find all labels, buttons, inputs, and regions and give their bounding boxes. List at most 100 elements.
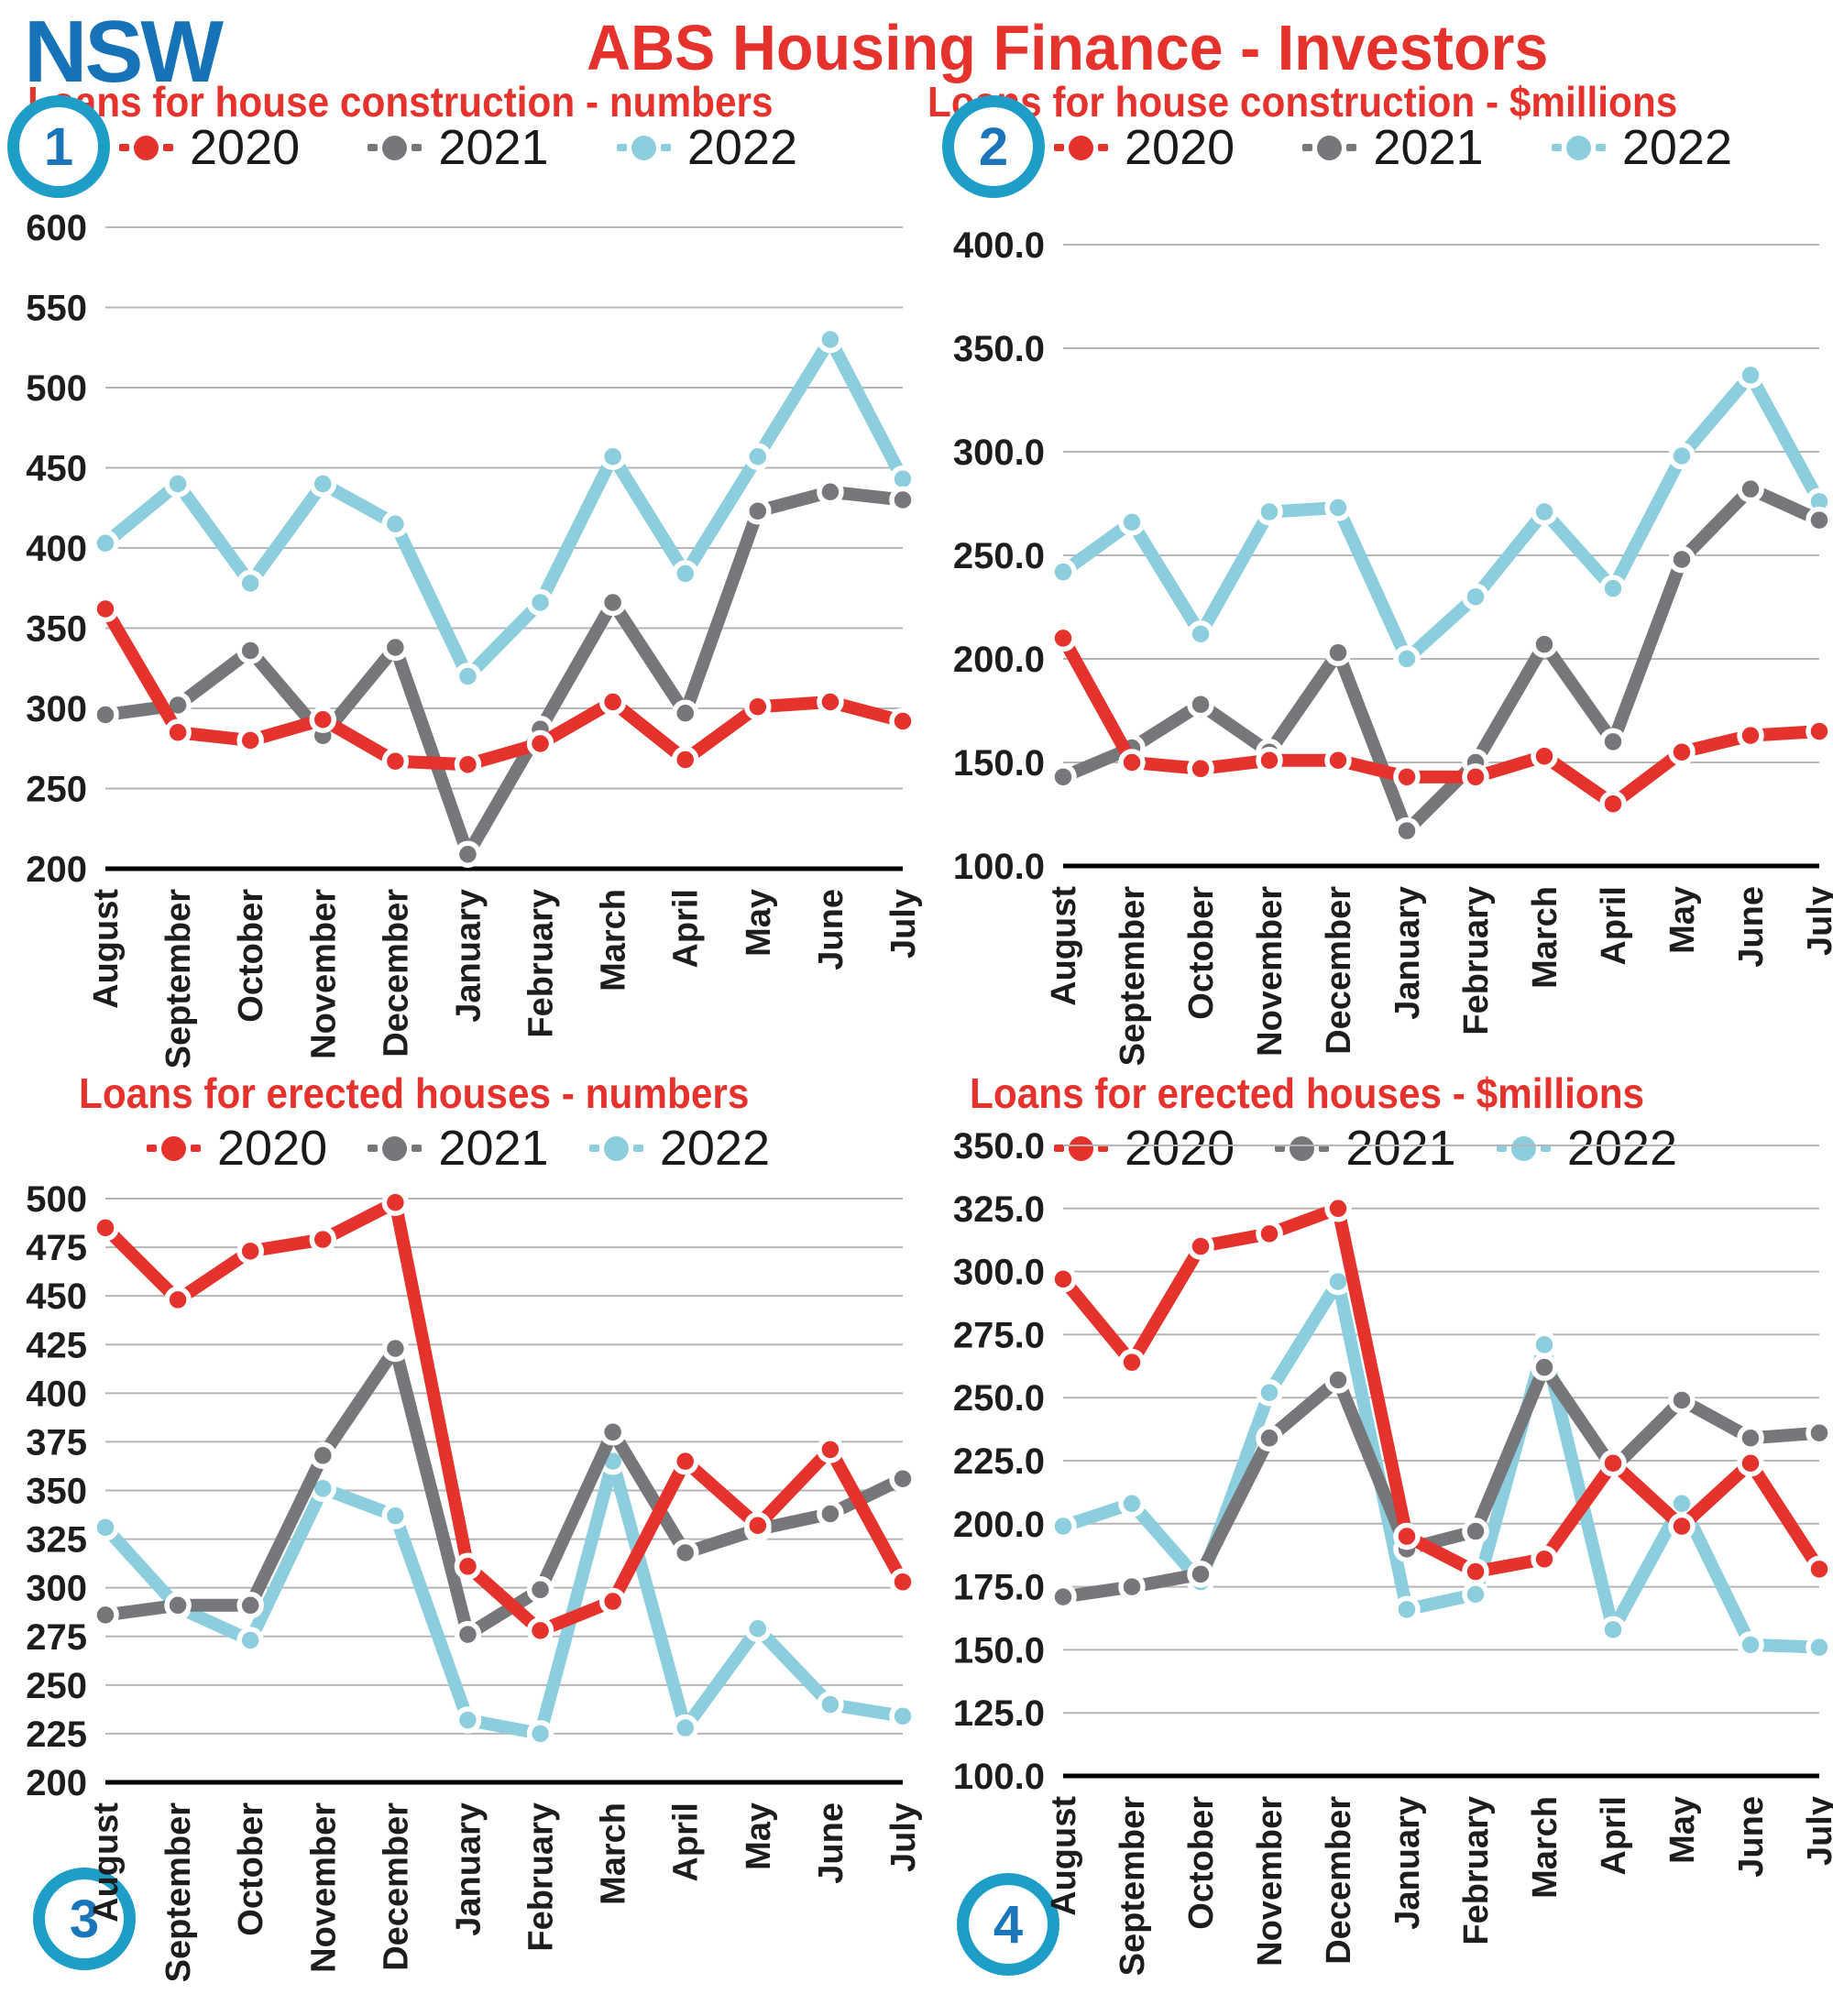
data-point	[1531, 630, 1558, 658]
data-point	[1393, 1595, 1421, 1624]
series-line	[99, 1196, 909, 1638]
legend-item-2021: 2021	[368, 120, 549, 175]
chart-3-title: Loans for erected houses - numbers	[79, 1069, 750, 1117]
data-point	[236, 569, 264, 597]
x-axis-tick-label: March	[595, 1802, 633, 1905]
y-axis-tick-label: 350.0	[953, 329, 1045, 369]
data-point	[236, 637, 264, 664]
data-point	[1049, 1512, 1077, 1540]
series-marker-icon	[588, 1135, 643, 1161]
y-axis-tick-label: 400	[26, 1374, 87, 1414]
series-2022	[92, 325, 916, 690]
y-axis-tick-label: 225	[26, 1715, 87, 1755]
data-point	[1737, 361, 1764, 389]
x-axis-tick-label: April	[1595, 886, 1633, 966]
legend-label: 2020	[217, 1121, 328, 1176]
chart-4-title: Loans for erected houses - $millions	[970, 1069, 1645, 1117]
data-point	[236, 1237, 264, 1265]
data-point	[889, 486, 916, 514]
y-axis-tick-label: 275	[26, 1617, 87, 1658]
data-point	[526, 1576, 554, 1604]
data-point	[1462, 583, 1489, 610]
data-point	[671, 699, 699, 727]
data-point	[454, 1706, 482, 1734]
data-point	[1118, 1572, 1146, 1601]
data-point	[526, 1616, 554, 1645]
x-axis-tick-label: September	[1114, 1796, 1152, 1977]
series-marker-icon	[368, 1135, 423, 1161]
data-point	[381, 1189, 410, 1216]
data-point	[1256, 1378, 1283, 1407]
data-point	[1324, 746, 1352, 774]
x-axis-tick-label: July	[884, 889, 923, 959]
data-point	[598, 688, 627, 716]
data-point	[1531, 1353, 1558, 1381]
data-point	[1737, 721, 1764, 750]
y-axis-tick-label: 400	[26, 529, 87, 569]
series-marker-icon	[147, 1135, 201, 1161]
data-point	[889, 707, 916, 735]
data-point	[817, 478, 844, 506]
chart-3-legend: 2020 2021 2022	[147, 1116, 770, 1180]
x-axis-tick-label: January	[449, 1802, 488, 1936]
data-point	[92, 1601, 119, 1629]
series-2020	[92, 595, 916, 778]
data-point	[1599, 575, 1627, 602]
y-axis-tick-label: 350	[26, 609, 87, 650]
data-point	[526, 588, 554, 617]
data-point	[1118, 509, 1146, 536]
x-axis-tick-label: July	[1801, 1796, 1833, 1866]
legend-label: 2022	[686, 120, 797, 175]
x-axis-tick-label: November	[304, 889, 343, 1059]
data-point	[671, 1714, 699, 1742]
legend-label: 2021	[1373, 120, 1484, 175]
x-axis-tick-label: October	[232, 889, 270, 1023]
y-axis-tick-label: 250	[26, 1666, 87, 1706]
x-axis-tick-label: May	[740, 1802, 778, 1870]
legend-item-2020: 2020	[147, 1123, 327, 1173]
x-axis-tick-label: May	[1663, 886, 1702, 954]
legend-label: 2021	[438, 120, 549, 175]
data-point	[1049, 763, 1077, 791]
legend-item-2021: 2021	[1302, 120, 1484, 175]
data-point	[92, 1214, 119, 1242]
series-marker-icon	[616, 135, 671, 160]
data-point	[164, 470, 192, 498]
y-axis-tick-label: 300.0	[953, 1253, 1045, 1293]
x-axis-tick-label: October	[232, 1802, 270, 1936]
data-point	[817, 1436, 844, 1463]
x-axis-tick-label: February	[522, 1802, 561, 1952]
data-point	[1049, 558, 1077, 586]
series-marker-icon	[1275, 1135, 1330, 1161]
data-point	[454, 751, 482, 778]
data-point	[1393, 1522, 1421, 1550]
data-point	[817, 1691, 844, 1718]
data-point	[236, 1627, 264, 1654]
x-axis-tick-label: November	[1251, 1796, 1290, 1967]
data-point	[164, 1286, 192, 1314]
x-axis-tick-label: June	[1732, 1796, 1771, 1878]
legend-item-2022: 2022	[1496, 1121, 1677, 1176]
series-2021	[1049, 1353, 1833, 1611]
y-axis-tick-label: 250.0	[953, 536, 1045, 576]
series-marker-icon	[1551, 135, 1606, 160]
data-point	[1599, 1616, 1627, 1644]
legend-label: 2020	[1125, 120, 1235, 175]
data-point	[889, 1568, 916, 1596]
series-marker-icon	[368, 135, 423, 160]
legend-label: 2022	[1566, 1121, 1677, 1176]
x-axis-tick-label: January	[1388, 886, 1427, 1020]
y-axis-tick-label: 275.0	[953, 1315, 1045, 1355]
data-point	[381, 510, 410, 538]
data-point	[1324, 494, 1352, 521]
data-point	[1599, 1450, 1627, 1477]
data-point	[1462, 763, 1489, 791]
y-axis-tick-label: 150.0	[953, 743, 1045, 783]
y-axis-tick-label: 125.0	[953, 1693, 1045, 1734]
data-point	[92, 701, 119, 729]
chart-2-title: Loans for house construction - $millions	[927, 78, 1678, 126]
data-point	[236, 1592, 264, 1619]
y-axis-tick-label: 250.0	[953, 1378, 1045, 1419]
data-point	[454, 663, 482, 690]
